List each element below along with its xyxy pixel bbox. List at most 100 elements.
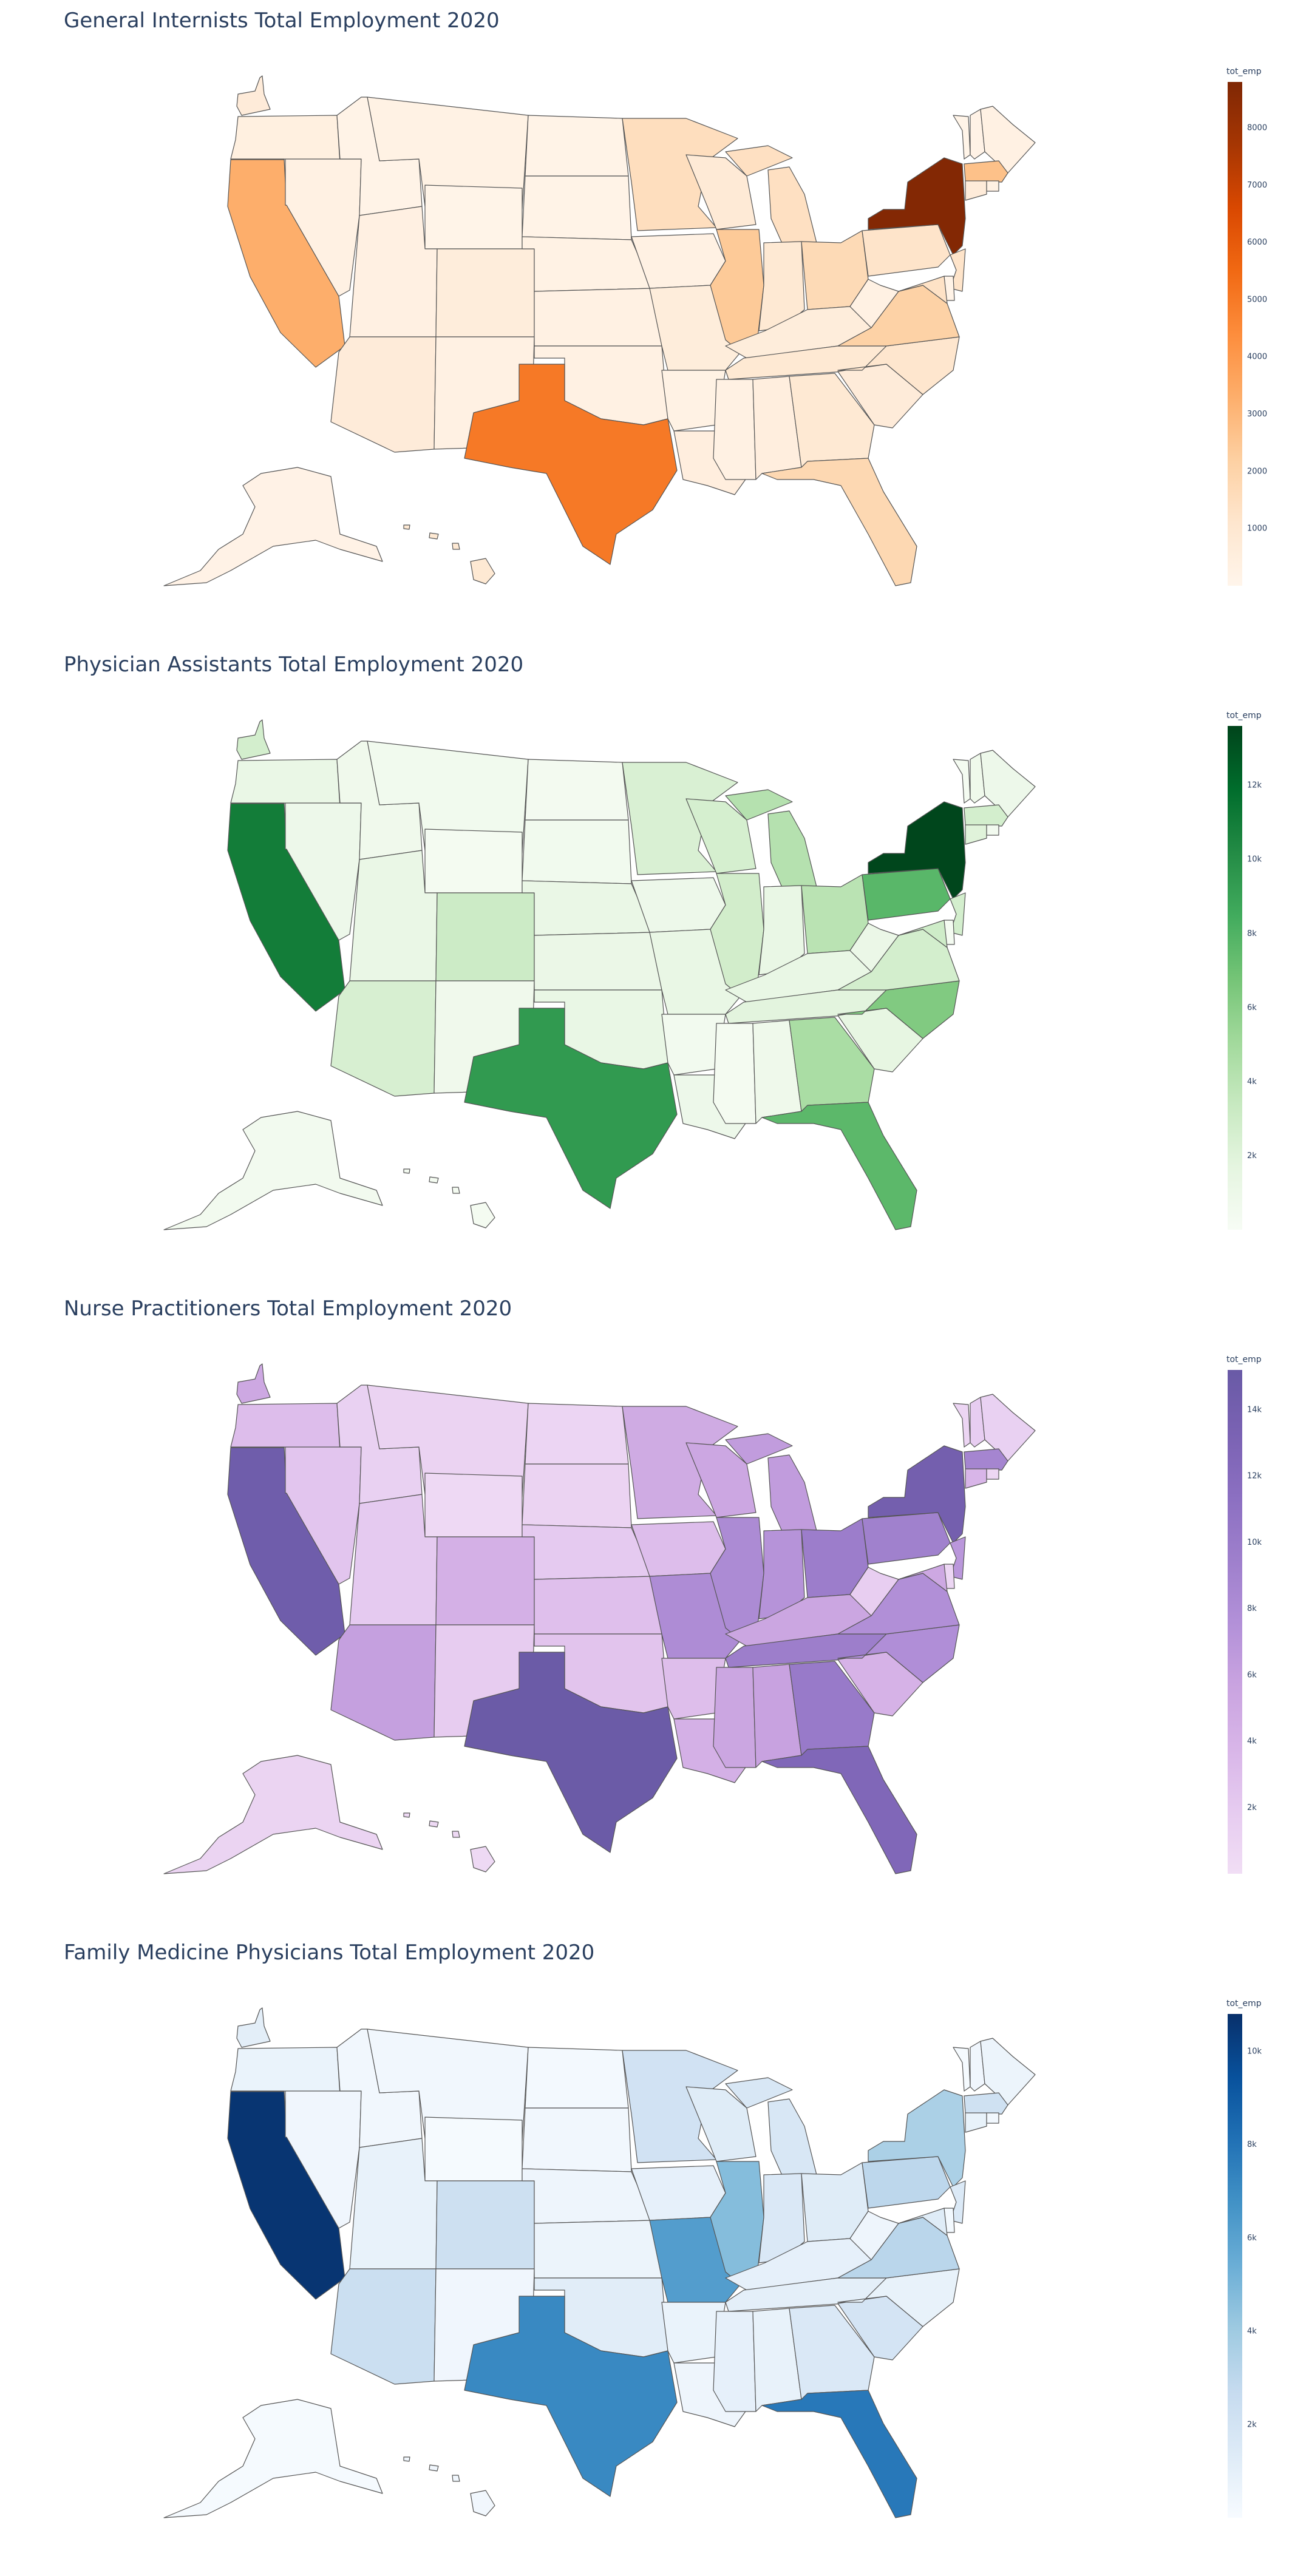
state-pa[interactable] [862,1512,951,1565]
state-ks[interactable] [534,1576,662,1635]
state-ms[interactable] [713,2311,756,2412]
state-co[interactable] [435,248,535,337]
state-md[interactable] [898,2208,948,2236]
state-ma[interactable] [964,804,1008,827]
state-mn[interactable] [622,118,738,231]
state-wi[interactable] [685,154,756,230]
state-tx[interactable] [464,1008,678,1209]
state-ks[interactable] [534,932,662,991]
state-nv[interactable] [285,2090,362,2229]
state-tx[interactable] [464,1652,678,1853]
state-ct[interactable] [965,824,987,845]
state-wv[interactable] [849,279,899,328]
state-or[interactable] [230,115,341,164]
state-hi[interactable] [403,524,495,585]
state-nc[interactable] [837,1624,960,1683]
state-pa[interactable] [862,2156,951,2209]
state-ks[interactable] [534,2220,662,2279]
state-md[interactable] [898,1564,948,1592]
state-ri[interactable] [986,180,999,192]
state-az[interactable] [330,1624,437,1741]
state-ks[interactable] [534,288,662,347]
state-nd[interactable] [525,115,629,177]
state-nd[interactable] [525,2047,629,2109]
state-or[interactable] [230,1403,341,1452]
state-wa[interactable] [236,2007,271,2048]
state-nc[interactable] [837,336,960,395]
state-fl[interactable] [761,458,917,586]
state-hi[interactable] [403,1812,495,1873]
state-nd[interactable] [525,759,629,821]
state-ut[interactable] [349,850,438,981]
state-nj[interactable] [950,1536,966,1580]
state-wa[interactable] [236,719,271,760]
state-nj[interactable] [950,2180,966,2224]
state-wi[interactable] [685,1442,756,1518]
state-pa[interactable] [862,868,951,921]
state-or[interactable] [230,759,341,808]
state-fl[interactable] [761,1746,917,1874]
state-vt[interactable] [953,759,971,804]
state-nc[interactable] [837,2268,960,2327]
state-nv[interactable] [285,158,362,297]
state-vt[interactable] [953,1403,971,1448]
state-az[interactable] [330,980,437,1097]
state-fl[interactable] [761,1102,917,1230]
state-ut[interactable] [349,1494,438,1625]
state-vt[interactable] [953,115,971,160]
state-ne[interactable] [522,880,653,936]
state-ma[interactable] [964,160,1008,183]
state-wa[interactable] [236,75,271,116]
state-mn[interactable] [622,2050,738,2163]
state-wv[interactable] [849,1567,899,1616]
state-mn[interactable] [622,762,738,875]
state-tx[interactable] [464,2296,678,2497]
state-ny[interactable] [868,801,966,900]
state-nh[interactable] [970,2041,985,2092]
state-ar[interactable] [661,1014,726,1076]
state-ct[interactable] [965,2112,987,2133]
state-hi[interactable] [403,2456,495,2517]
state-ne[interactable] [522,1524,653,1580]
state-wy[interactable] [424,829,523,893]
state-me[interactable] [980,106,1036,174]
state-ma[interactable] [964,2092,1008,2115]
state-hi[interactable] [403,1168,495,1229]
state-nj[interactable] [950,892,966,936]
state-ut[interactable] [349,2138,438,2269]
state-pa[interactable] [862,224,951,277]
state-or[interactable] [230,2047,341,2096]
state-ar[interactable] [661,1658,726,1720]
state-az[interactable] [330,336,437,453]
state-me[interactable] [980,2038,1036,2106]
state-co[interactable] [435,2180,535,2269]
state-ri[interactable] [986,1468,999,1480]
state-ri[interactable] [986,824,999,836]
state-mn[interactable] [622,1406,738,1519]
state-wa[interactable] [236,1363,271,1404]
state-ms[interactable] [713,1023,756,1124]
state-ny[interactable] [868,2089,966,2188]
state-wy[interactable] [424,2117,523,2181]
state-nh[interactable] [970,1397,985,1448]
state-ar[interactable] [661,2302,726,2364]
state-sd[interactable] [522,175,632,240]
state-wy[interactable] [424,1473,523,1537]
state-wi[interactable] [685,798,756,874]
state-sd[interactable] [522,819,632,884]
state-vt[interactable] [953,2047,971,2092]
state-ne[interactable] [522,2168,653,2224]
state-ne[interactable] [522,236,653,292]
state-ak[interactable] [163,1111,383,1230]
state-wi[interactable] [685,2086,756,2162]
state-nv[interactable] [285,802,362,941]
state-ms[interactable] [713,379,756,480]
state-ak[interactable] [163,1755,383,1874]
state-nv[interactable] [285,1446,362,1585]
state-md[interactable] [898,920,948,948]
state-nj[interactable] [950,248,966,292]
state-ut[interactable] [349,206,438,337]
state-ny[interactable] [868,1445,966,1544]
state-ak[interactable] [163,467,383,586]
state-fl[interactable] [761,2390,917,2518]
